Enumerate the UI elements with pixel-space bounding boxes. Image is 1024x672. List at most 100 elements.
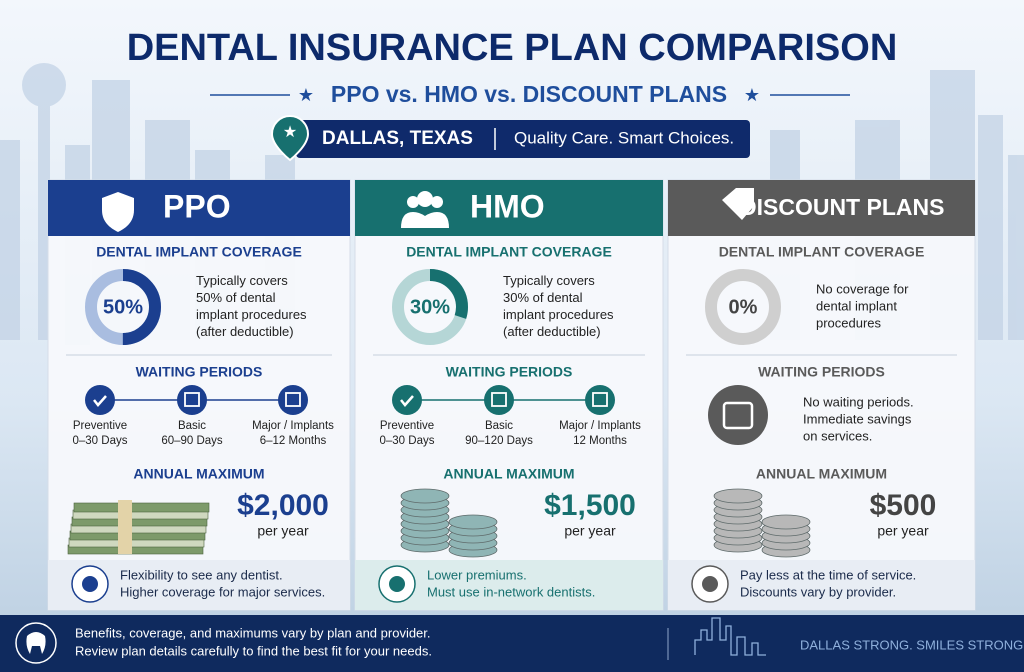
coverage-text: 30% of dental <box>503 290 583 305</box>
section-heading: WAITING PERIODS <box>758 364 885 380</box>
coverage-text: No coverage for <box>816 281 909 296</box>
note-icon-dot <box>702 576 718 592</box>
max-unit: per year <box>877 523 929 539</box>
check <box>93 395 107 407</box>
check <box>400 395 414 407</box>
pin-star: ★ <box>283 124 297 141</box>
footer-note: Benefits, coverage, and maximums vary by… <box>75 625 431 640</box>
money-band <box>118 500 132 554</box>
waiting-text: No waiting periods. <box>803 394 914 409</box>
step-icon <box>484 385 514 415</box>
calendar <box>491 392 507 407</box>
coverage-label: 0% <box>729 296 758 318</box>
coverage-text: dental implant <box>816 298 897 313</box>
coverage-label: 50% <box>103 296 143 318</box>
note-text: Lower premiums. <box>427 567 527 582</box>
donut-track <box>705 269 781 345</box>
title: DENTAL INSURANCE PLAN COMPARISON <box>127 27 898 69</box>
people-icon <box>417 191 433 207</box>
note-icon-dot <box>82 576 98 592</box>
section-heading: ANNUAL MAXIMUM <box>756 466 887 482</box>
section-heading: ANNUAL MAXIMUM <box>133 466 264 482</box>
step-icon <box>85 385 115 415</box>
money-stack <box>73 502 210 513</box>
coverage-text: (after deductible) <box>503 324 601 339</box>
max-amount: $1,500 <box>544 489 636 522</box>
plan-name: PPO <box>163 188 231 224</box>
coverage-text: Typically covers <box>196 273 288 288</box>
step-period: 0–30 Days <box>73 435 128 447</box>
card-header <box>668 180 975 236</box>
max-amount: $500 <box>870 489 937 522</box>
calendar <box>592 392 608 407</box>
location-place: DALLAS, TEXAS <box>322 128 473 149</box>
section-heading: DENTAL IMPLANT COVERAGE <box>96 244 302 260</box>
coverage-label: 30% <box>410 296 450 318</box>
donut-arc <box>85 269 161 345</box>
max-unit: per year <box>564 523 616 539</box>
note-icon-dot <box>389 576 405 592</box>
location-tagline: Quality Care. Smart Choices. <box>514 128 734 147</box>
donut-arc <box>392 269 468 345</box>
step-label: Basic <box>178 420 206 432</box>
coin <box>713 488 763 504</box>
section-heading: WAITING PERIODS <box>446 364 573 380</box>
coverage-text: Typically covers <box>503 273 595 288</box>
pin-icon <box>270 114 310 162</box>
coverage-text: 50% of dental <box>196 290 276 305</box>
subtitle: PPO vs. HMO vs. DISCOUNT PLANS <box>331 81 727 107</box>
footer-note: Review plan details carefully to find th… <box>75 643 432 658</box>
section-heading: DENTAL IMPLANT COVERAGE <box>406 244 612 260</box>
waiting-text: on services. <box>803 428 872 443</box>
section-heading: DENTAL IMPLANT COVERAGE <box>719 244 925 260</box>
coverage-text: implant procedures <box>503 307 614 322</box>
coverage-text: procedures <box>816 315 882 330</box>
note-text: Must use in-network dentists. <box>427 584 595 599</box>
note-text: Pay less at the time of service. <box>740 567 916 582</box>
tooth-icon <box>15 622 57 664</box>
note-text: Flexibility to see any dentist. <box>120 567 283 582</box>
calendar-icon <box>708 385 768 445</box>
plan-name: HMO <box>470 188 545 224</box>
section-heading: WAITING PERIODS <box>136 364 263 380</box>
tag-icon <box>722 188 754 220</box>
coverage-text: implant procedures <box>196 307 307 322</box>
step-label: Basic <box>485 420 513 432</box>
max-amount: $2,000 <box>237 489 329 522</box>
plan-name: DISCOUNT PLANS <box>740 194 944 220</box>
step-period: 60–90 Days <box>161 435 223 447</box>
coin <box>400 488 450 504</box>
max-unit: per year <box>257 523 309 539</box>
card-header <box>48 180 350 236</box>
footer-slogan: DALLAS STRONG. SMILES STRONGER. <box>800 637 1024 652</box>
coin <box>761 514 811 530</box>
step-icon <box>585 385 615 415</box>
shield-icon <box>102 192 134 232</box>
calendar <box>722 401 754 430</box>
star: ★ <box>298 85 314 105</box>
section-heading: ANNUAL MAXIMUM <box>443 466 574 482</box>
step-period: 90–120 Days <box>465 435 533 447</box>
step-icon <box>177 385 207 415</box>
tooth <box>26 632 46 654</box>
step-period: 6–12 Months <box>260 435 327 447</box>
calendar <box>184 392 200 407</box>
star: ★ <box>744 85 760 105</box>
footer-bar <box>0 615 1024 672</box>
coverage-text: (after deductible) <box>196 324 294 339</box>
skyline-outline <box>694 617 766 656</box>
calendar <box>285 392 301 407</box>
coin <box>448 514 498 530</box>
step-period: 12 Months <box>573 435 627 447</box>
people-icon <box>407 196 419 208</box>
location-banner <box>296 120 750 158</box>
step-label: Preventive <box>73 420 127 432</box>
step-icon <box>278 385 308 415</box>
people-icon <box>431 196 443 208</box>
note-text: Higher coverage for major services. <box>120 584 325 599</box>
step-label: Major / Implants <box>252 420 334 432</box>
step-icon <box>392 385 422 415</box>
step-period: 0–30 Days <box>380 435 435 447</box>
note-text: Discounts vary by provider. <box>740 584 896 599</box>
